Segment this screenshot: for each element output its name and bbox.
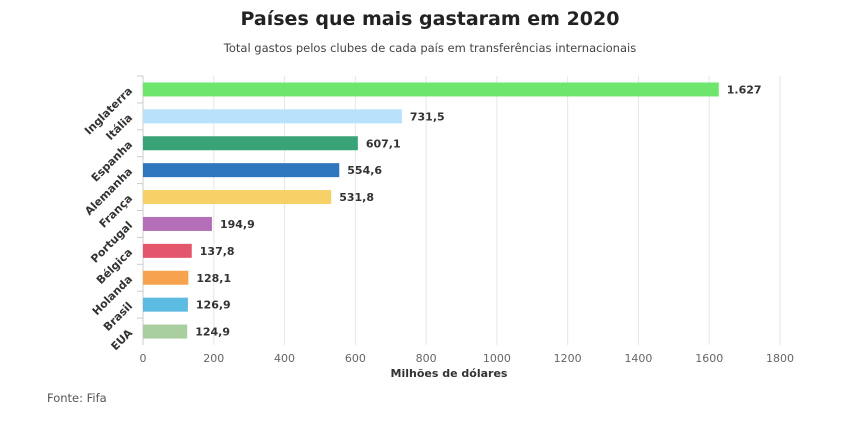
data-label: 126,9 <box>196 299 231 312</box>
x-tick-label: 1800 <box>766 352 794 365</box>
x-tick-label: 1600 <box>695 352 723 365</box>
bar <box>143 190 332 205</box>
x-tick-label: 1200 <box>554 352 582 365</box>
x-tick-label: 800 <box>416 352 437 365</box>
bar <box>143 163 340 178</box>
x-tick-label: 1400 <box>624 352 652 365</box>
data-label: 731,5 <box>410 110 445 123</box>
data-label: 124,9 <box>195 326 230 339</box>
data-label: 607,1 <box>366 137 401 150</box>
data-label: 128,1 <box>196 272 231 285</box>
bar <box>143 243 192 258</box>
x-tick-label: 600 <box>345 352 366 365</box>
bar <box>143 216 212 231</box>
chart-subtitle: Total gastos pelos clubes de cada país e… <box>223 41 637 55</box>
source-note: Fonte: Fifa <box>47 391 107 405</box>
x-tick-label: 1000 <box>483 352 511 365</box>
bar <box>143 324 188 339</box>
data-label: 137,8 <box>200 245 235 258</box>
bar <box>143 109 402 124</box>
data-label: 554,6 <box>347 164 382 177</box>
x-tick-label: 400 <box>274 352 295 365</box>
data-label: 531,8 <box>339 191 374 204</box>
chart-title: Países que mais gastaram em 2020 <box>240 8 620 30</box>
x-axis-title: Milhões de dólares <box>391 367 508 380</box>
x-tick-label: 0 <box>140 352 147 365</box>
x-tick-label: 200 <box>203 352 224 365</box>
data-label: 1.627 <box>727 83 762 96</box>
bar <box>143 297 188 312</box>
bar <box>143 82 719 97</box>
bar <box>143 270 189 285</box>
data-label: 194,9 <box>220 218 255 231</box>
bar <box>143 136 358 151</box>
